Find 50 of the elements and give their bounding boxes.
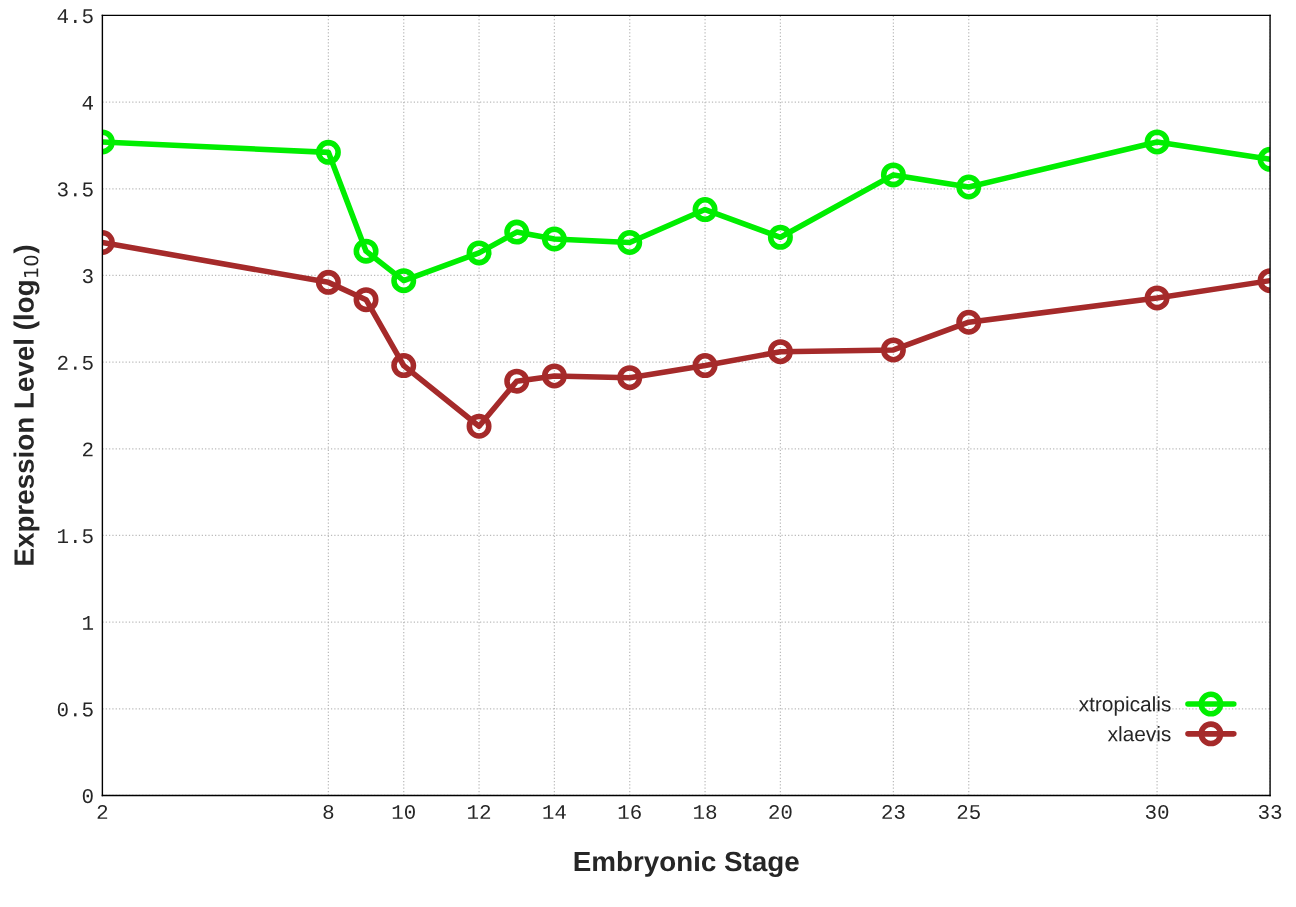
y-tick-label: 3.5 bbox=[57, 182, 93, 197]
point bbox=[541, 363, 567, 389]
point bbox=[353, 287, 379, 313]
point bbox=[504, 219, 530, 245]
point bbox=[391, 268, 417, 294]
x-tick-label: 16 bbox=[618, 804, 641, 820]
point bbox=[466, 413, 492, 439]
y-tick-label: 2 bbox=[83, 442, 93, 457]
y-tick-label: 4.5 bbox=[57, 9, 93, 24]
point bbox=[315, 269, 341, 295]
legend-label: xtropicalis bbox=[1078, 696, 1171, 716]
point bbox=[880, 162, 906, 188]
x-tick-label: 2 bbox=[97, 804, 108, 819]
point bbox=[391, 353, 417, 379]
point bbox=[956, 309, 982, 335]
point bbox=[353, 238, 379, 264]
point bbox=[315, 139, 341, 165]
point bbox=[1144, 129, 1170, 155]
point bbox=[466, 240, 492, 266]
x-tick-label: 25 bbox=[957, 804, 980, 820]
x-tick-label: 12 bbox=[468, 804, 491, 819]
x-tick-label: 18 bbox=[694, 804, 717, 820]
x-axis-title: Embryonic Stage bbox=[574, 850, 799, 877]
y-axis-title: Expression Level (log$_{10}$) bbox=[13, 245, 40, 565]
y-tick-label: 1 bbox=[83, 615, 94, 630]
point bbox=[1144, 285, 1170, 311]
point bbox=[692, 353, 718, 379]
x-tick-label: 33 bbox=[1258, 804, 1282, 820]
x-tick-label: 23 bbox=[882, 804, 905, 820]
x-tick-label: 30 bbox=[1145, 804, 1169, 820]
point bbox=[617, 229, 643, 255]
point bbox=[767, 339, 793, 365]
x-tick-label: 8 bbox=[323, 804, 334, 820]
legend-label: xlaevis bbox=[1107, 726, 1171, 742]
y-tick-label: 1.5 bbox=[58, 529, 93, 544]
y-tick-label: 3 bbox=[82, 269, 93, 284]
y-tick-label: 0 bbox=[82, 789, 93, 804]
point bbox=[541, 226, 567, 252]
point bbox=[767, 224, 793, 250]
point bbox=[504, 368, 530, 394]
y-tick-label: 2.5 bbox=[58, 355, 93, 370]
x-tick-label: 14 bbox=[543, 805, 566, 819]
point bbox=[617, 365, 643, 391]
point bbox=[692, 197, 718, 223]
y-tick-label: 0.5 bbox=[57, 702, 93, 717]
y-tick-label: 4 bbox=[82, 95, 93, 110]
point bbox=[956, 174, 982, 200]
x-tick-label: 10 bbox=[392, 804, 415, 820]
x-tick-label: 20 bbox=[769, 804, 792, 820]
point bbox=[880, 337, 906, 363]
